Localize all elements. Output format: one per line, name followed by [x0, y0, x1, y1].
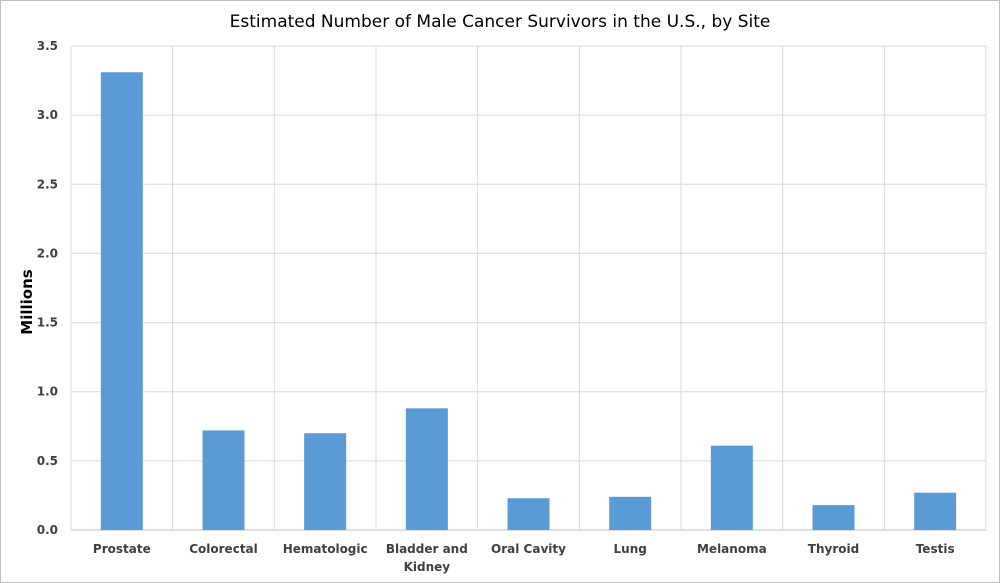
x-tick-label: Prostate [93, 542, 151, 556]
x-tick-labels: Prostate Colorectal Hematologic Bladder and… [93, 542, 955, 574]
y-axis-label: Millions [18, 269, 36, 334]
x-tick-label: Oral Cavity [491, 542, 566, 556]
bar [405, 408, 448, 530]
y-tick-label: 1.5 [37, 316, 58, 330]
y-tick-label: 3.5 [37, 39, 58, 53]
x-tick-label: Bladder and Kidney [386, 542, 468, 574]
y-tick-label: 2.5 [37, 177, 58, 191]
y-tick-labels: 0.0 0.5 1.0 1.5 2.0 2.5 3.0 3.5 [37, 39, 58, 537]
gridlines [70, 45, 987, 531]
y-tick-label: 0.0 [37, 523, 58, 537]
bar [914, 492, 957, 530]
bar [100, 72, 143, 530]
x-tick-label: Thyroid [808, 542, 859, 556]
x-tick-label: Melanoma [697, 542, 767, 556]
x-tick-label: Lung [614, 542, 647, 556]
bar [609, 496, 652, 530]
y-tick-label: 1.0 [37, 385, 58, 399]
x-tick-label: Hematologic [283, 542, 368, 556]
x-tick-label: Testis [916, 542, 955, 556]
bar [710, 445, 753, 530]
bar [812, 505, 855, 530]
bars [100, 72, 957, 530]
y-tick-label: 0.5 [37, 454, 58, 468]
y-tick-label: 3.0 [37, 108, 58, 122]
bar [304, 433, 347, 530]
bar [202, 430, 245, 530]
bar [507, 498, 550, 530]
chart-title: Estimated Number of Male Cancer Survivor… [230, 12, 771, 32]
y-tick-label: 2.0 [37, 246, 58, 260]
x-tick-label: Colorectal [189, 542, 258, 556]
